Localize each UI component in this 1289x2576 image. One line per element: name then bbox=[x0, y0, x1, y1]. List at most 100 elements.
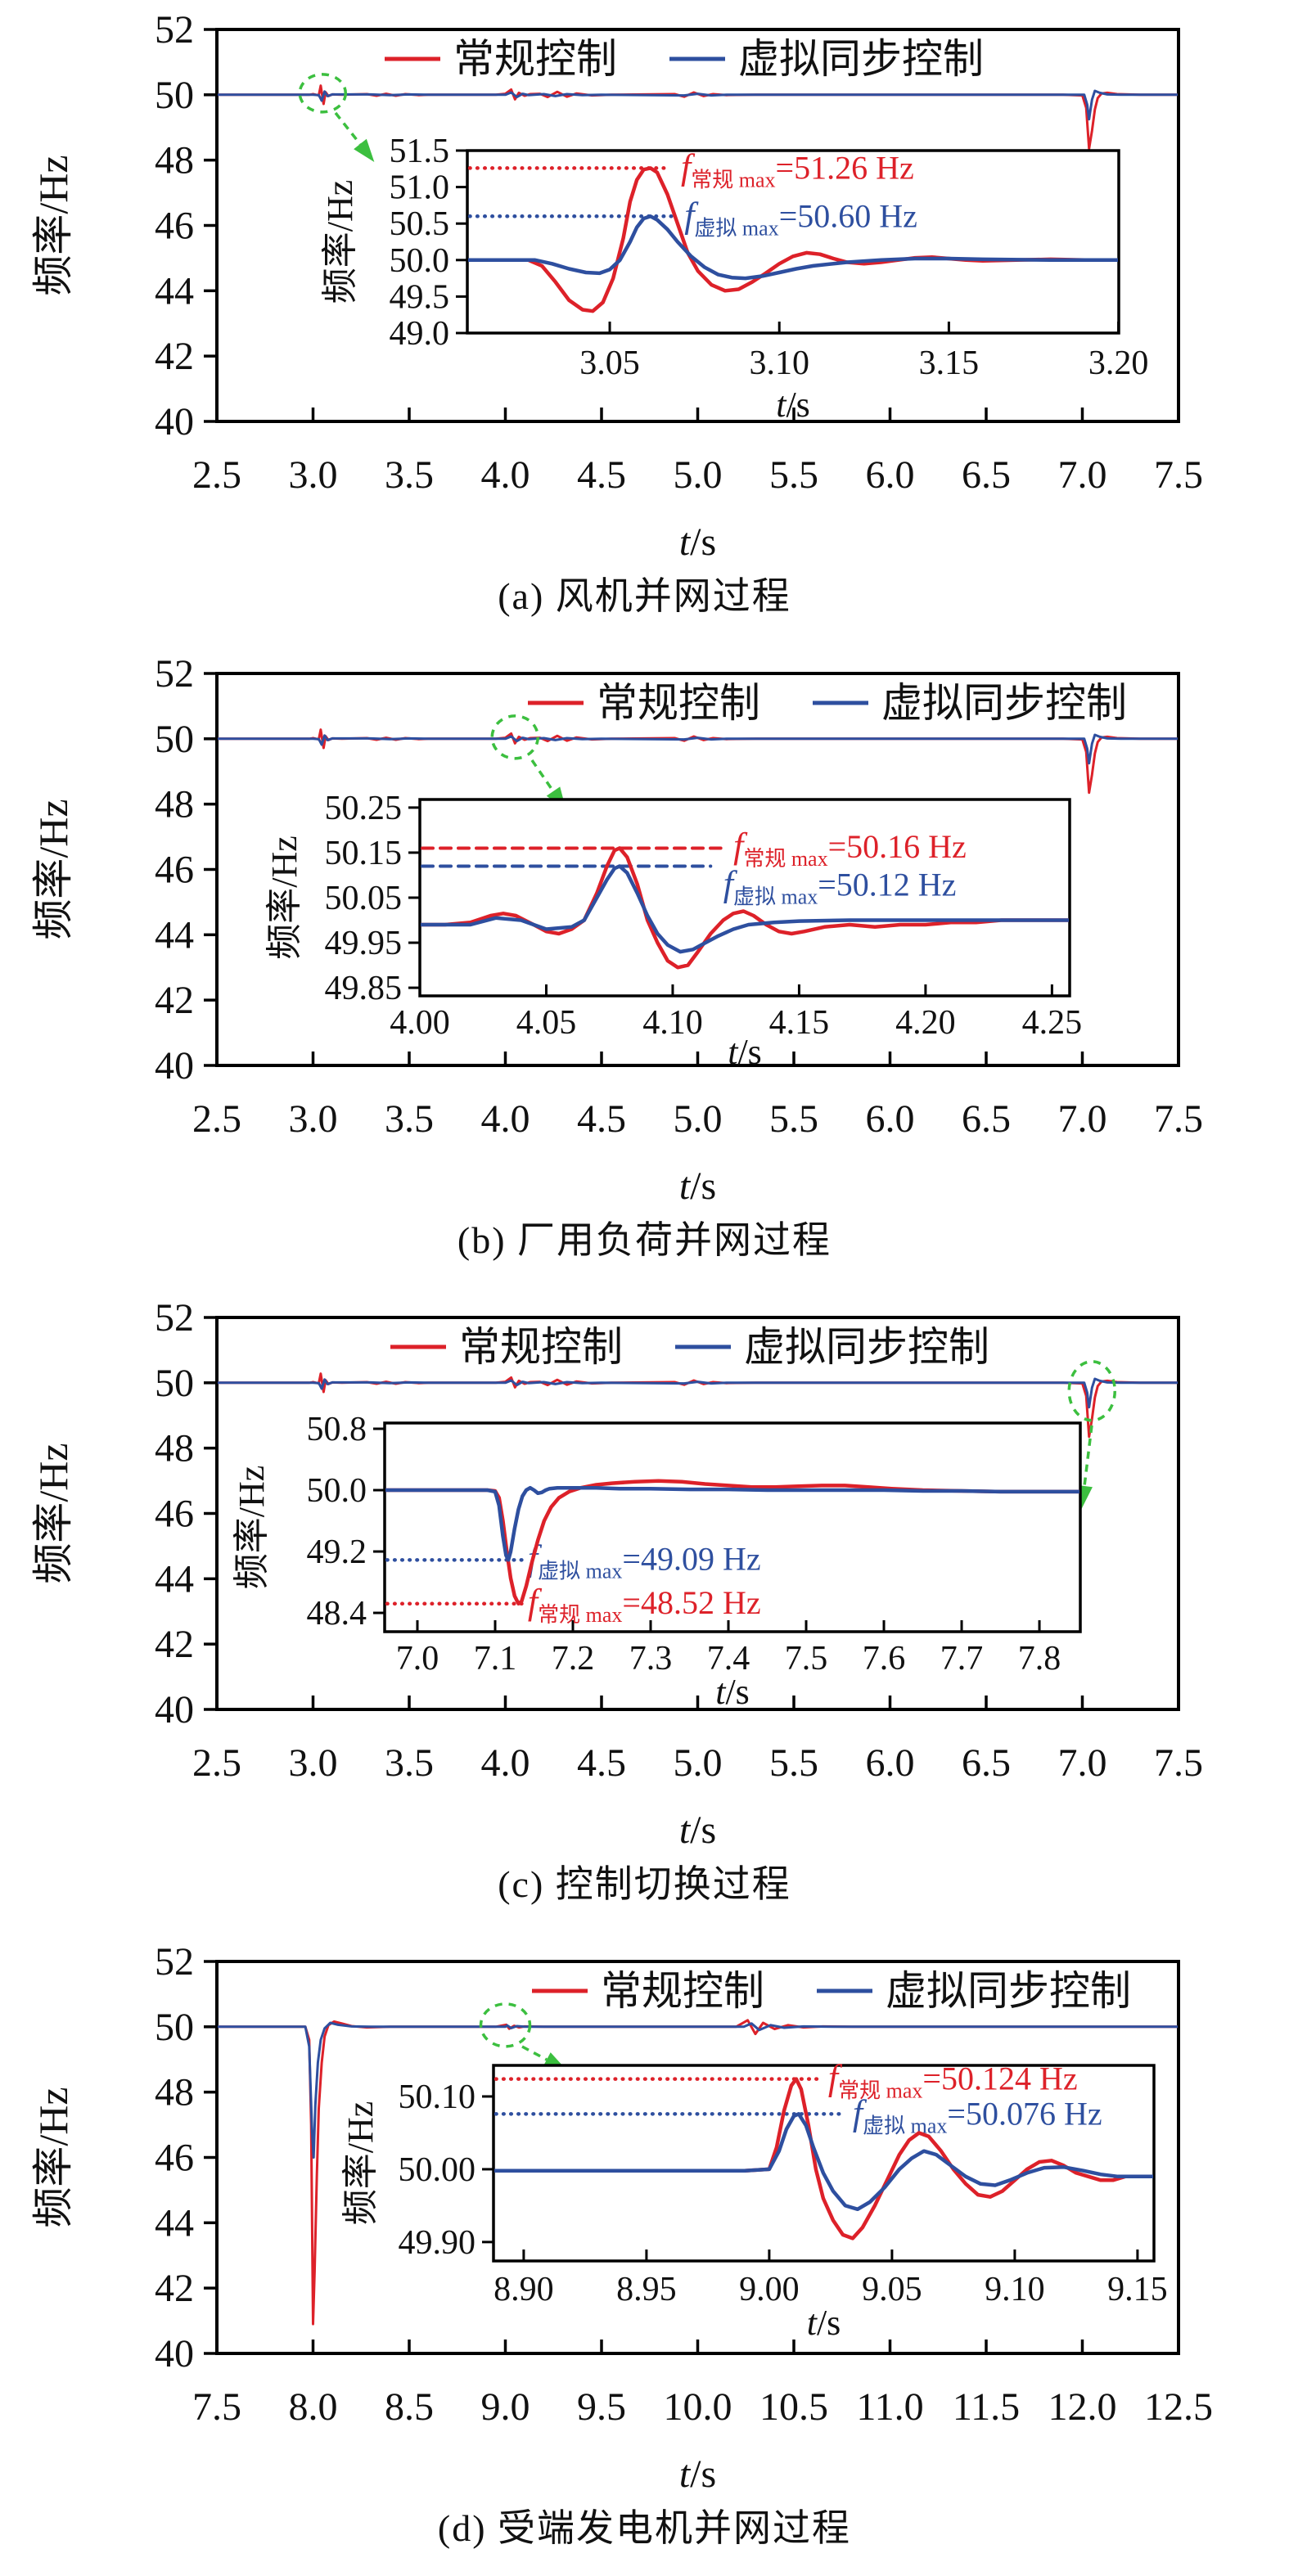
annotation-text-red: f常规 max=48.52 Hz bbox=[528, 1582, 761, 1627]
legend-label-conventional: 常规控制 bbox=[453, 36, 617, 82]
inset-y-tick-label: 49.0 bbox=[390, 315, 450, 353]
x-tick-label: 4.5 bbox=[577, 453, 626, 497]
x-tick-label: 6.0 bbox=[866, 1741, 915, 1785]
x-tick-label: 11.0 bbox=[856, 2385, 923, 2429]
x-tick-label: 3.5 bbox=[385, 1741, 434, 1785]
y-tick-label: 46 bbox=[155, 849, 194, 892]
inset-x-axis-title: t/s bbox=[715, 1672, 750, 1712]
x-tick-label: 3.5 bbox=[385, 1097, 434, 1141]
inset-x-axis-title: t/s bbox=[807, 2303, 841, 2343]
inset-x-tick-label: 4.25 bbox=[1022, 1004, 1083, 1042]
y-tick-label: 52 bbox=[155, 1940, 194, 1984]
y-tick-label: 52 bbox=[155, 1296, 194, 1340]
inset-y-axis-title: 频率/Hz bbox=[264, 835, 304, 960]
subplot-a: 40 42 44 46 48 50 52 2.5 3.0 3.5 4.0 4.5 5.0 5.5 6.0 6.… bbox=[0, 0, 1289, 644]
x-tick-label: 6.0 bbox=[866, 453, 915, 497]
inset-x-tick-label: 7.4 bbox=[707, 1640, 750, 1678]
y-tick-label: 42 bbox=[155, 1623, 194, 1666]
x-tick-label: 3.0 bbox=[289, 453, 338, 497]
inset-y-tick-label: 50.10 bbox=[399, 2078, 476, 2116]
zoom-circle bbox=[1067, 1360, 1116, 1422]
x-tick-label: 5.0 bbox=[674, 1741, 723, 1785]
legend-label-virtual-sync: 虚拟同步控制 bbox=[738, 36, 984, 82]
annotation-text-blue: f虚拟 max=50.12 Hz bbox=[723, 864, 957, 909]
y-tick-label: 42 bbox=[155, 2267, 194, 2310]
caption-b: (b) 厂用负荷并网过程 bbox=[457, 1219, 832, 1261]
inset-x-axis-title: t/s bbox=[728, 1032, 762, 1072]
zoom-arrow-shaft bbox=[521, 2045, 548, 2061]
inset-x-axis-title: t/s bbox=[776, 385, 810, 425]
inset-y-tick-label: 50.00 bbox=[399, 2151, 476, 2189]
main-x-axis-title: t/s bbox=[679, 1164, 716, 1208]
y-tick-label: 40 bbox=[155, 400, 194, 444]
x-tick-label: 4.0 bbox=[481, 1097, 530, 1141]
y-tick-label: 42 bbox=[155, 335, 194, 378]
inset-x-tick-label: 3.10 bbox=[749, 345, 809, 382]
x-tick-label: 7.0 bbox=[1058, 1097, 1107, 1141]
y-tick-label: 44 bbox=[155, 1557, 194, 1601]
chart-auxiliary-load-grid-connection: 40 42 44 46 48 50 52 2.5 3.0 3.5 4.0 4.5 5.0 5.5 6.0 6.… bbox=[30, 652, 1203, 1208]
annotation-text-red: f常规 max=51.26 Hz bbox=[681, 146, 914, 191]
legend-label-virtual-sync: 虚拟同步控制 bbox=[881, 680, 1127, 726]
inset-x-tick-label: 7.6 bbox=[863, 1640, 906, 1678]
zoom-circle bbox=[479, 2002, 532, 2048]
x-tick-label: 8.5 bbox=[385, 2385, 434, 2429]
inset-y-tick-label: 49.5 bbox=[390, 278, 450, 316]
inset-y-axis-title: 频率/Hz bbox=[232, 1466, 272, 1590]
inset-series-virtual-sync bbox=[421, 864, 1069, 954]
annotation-text-red: f常规 max=50.16 Hz bbox=[733, 826, 967, 871]
inset-x-tick-label: 7.7 bbox=[940, 1640, 984, 1678]
caption-a: (a) 风机并网过程 bbox=[498, 575, 791, 617]
chart-wind-turbine-grid-connection: 40 42 44 46 48 50 52 2.5 3.0 3.5 4.0 4.5 5.0 5.5 6.0 6.… bbox=[30, 8, 1203, 564]
y-tick-label: 40 bbox=[155, 1688, 194, 1732]
inset-series-virtual-sync bbox=[385, 1485, 1079, 1562]
inset-x-tick-label: 3.15 bbox=[919, 345, 980, 382]
x-tick-label: 5.5 bbox=[769, 1741, 818, 1785]
y-tick-label: 46 bbox=[155, 205, 194, 248]
y-tick-label: 50 bbox=[155, 718, 194, 761]
main-y-axis-title: 频率/Hz bbox=[30, 155, 76, 295]
y-tick-label: 44 bbox=[155, 269, 194, 313]
x-tick-label: 7.5 bbox=[192, 2385, 241, 2429]
x-tick-label: 4.0 bbox=[481, 1741, 530, 1785]
x-tick-label: 2.5 bbox=[192, 1097, 241, 1141]
legend-label-conventional: 常规控制 bbox=[459, 1324, 623, 1370]
zoom-arrow-head bbox=[354, 138, 375, 162]
caption-d: (d) 受端发电机并网过程 bbox=[437, 2507, 852, 2549]
inset-y-tick-label: 50.05 bbox=[325, 880, 403, 917]
inset-x-tick-label: 9.10 bbox=[985, 2271, 1045, 2308]
x-tick-label: 6.5 bbox=[962, 1097, 1011, 1141]
inset-y-tick-label: 50.0 bbox=[390, 242, 450, 280]
y-tick-label: 42 bbox=[155, 979, 194, 1022]
main-series-virtual-sync bbox=[218, 89, 1178, 121]
y-tick-label: 50 bbox=[155, 1362, 194, 1405]
x-tick-label: 12.5 bbox=[1144, 2385, 1213, 2429]
inset-axes bbox=[466, 149, 1120, 335]
inset-x-tick-label: 3.20 bbox=[1088, 345, 1149, 382]
annotation-text-blue: f虚拟 max=50.076 Hz bbox=[853, 2092, 1102, 2137]
inset-x-tick-label: 4.00 bbox=[390, 1004, 450, 1042]
x-tick-label: 6.5 bbox=[962, 1741, 1011, 1785]
subplot-c: 40 42 44 46 48 50 52 2.5 3.0 3.5 4.0 4.5 5.0 5.5 6.0 6.… bbox=[0, 1288, 1289, 1932]
main-x-axis-title: t/s bbox=[679, 520, 716, 564]
x-tick-label: 2.5 bbox=[192, 1741, 241, 1785]
annotation-text-blue: f虚拟 max=49.09 Hz bbox=[528, 1538, 761, 1583]
inset-x-tick-label: 4.10 bbox=[642, 1004, 703, 1042]
x-tick-label: 7.5 bbox=[1154, 453, 1203, 497]
inset-y-tick-label: 50.0 bbox=[307, 1472, 367, 1510]
x-tick-label: 10.0 bbox=[664, 2385, 732, 2429]
x-tick-label: 9.0 bbox=[481, 2385, 530, 2429]
x-tick-label: 8.0 bbox=[289, 2385, 338, 2429]
inset-x-tick-label: 4.05 bbox=[516, 1004, 577, 1042]
inset-series-conventional bbox=[421, 846, 1069, 970]
x-tick-label: 9.5 bbox=[577, 2385, 626, 2429]
legend-label-virtual-sync: 虚拟同步控制 bbox=[886, 1968, 1131, 2014]
main-y-axis-title: 频率/Hz bbox=[30, 2087, 76, 2227]
inset-y-tick-label: 49.95 bbox=[325, 925, 403, 962]
inset-x-tick-label: 4.20 bbox=[895, 1004, 956, 1042]
x-tick-label: 4.5 bbox=[577, 1741, 626, 1785]
y-tick-label: 44 bbox=[155, 913, 194, 957]
y-tick-label: 52 bbox=[155, 652, 194, 696]
y-tick-label: 50 bbox=[155, 74, 194, 117]
